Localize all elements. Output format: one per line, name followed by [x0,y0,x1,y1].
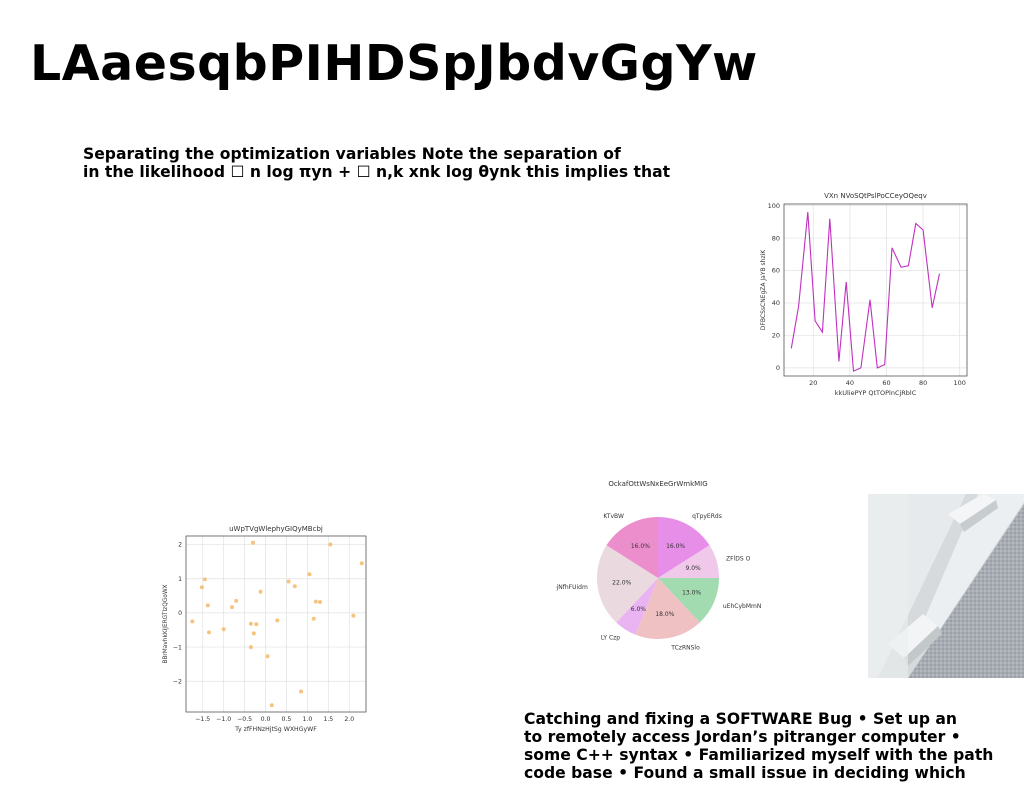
scatter-chart-point [311,616,316,621]
line-chart-xlabel: kkUliePYP QtTOPlnCjRblC [835,389,917,397]
pie-chart-pct-label: 9.0% [685,565,701,572]
scatter-chart-point [307,572,312,577]
scatter-chart-point [351,613,356,618]
scatter-chart-point [230,605,234,610]
pie-chart-pct-label: 22.0% [612,580,631,587]
scatter-chart-point [292,584,297,589]
scatter-chart-frame [185,535,367,713]
paragraph-line: in the likelihood ☐ n log πyn + ☐ n,k xn… [83,163,671,181]
line-chart-ytick-label: 80 [772,234,780,242]
scatter-chart-xlabel: Ty zfFHNzHjtSg WXHGyWF [234,726,317,733]
line-chart-xtick-label: 40 [846,379,854,387]
scatter-chart-ytick-label: −1 [173,644,182,651]
pie-chart-slice [596,545,658,623]
line-chart-frame [783,203,968,377]
scatter-chart-point [275,618,280,623]
pie-chart-slice [658,545,719,578]
scatter-chart-xtick-label: −1.5 [195,716,210,723]
line-chart-xtick-label: 60 [882,379,890,387]
pie-chart-slice-label: bjNfhFUidm [556,584,588,591]
pie-chart-pct-label: 13.0% [682,590,701,597]
line-chart-title: VXn NVoSQtPslPoCCeyOQeqv [824,192,927,200]
pie-chart-pct-label: 18.0% [655,611,674,618]
pie-chart-slice-label: LY Czp [601,635,620,642]
pie-chart-slice [616,578,658,635]
scatter-chart: uWpTVgWlephyGIQyMBcbj −1.5 −1.0 −0.5 0.0 0.5 1… [163,525,367,733]
paragraph-line: to remotely access Jordan’s pitranger co… [524,728,961,746]
scatter-chart-point [254,622,259,627]
scatter-chart-point [248,621,253,626]
line-chart-ytick-label: 100 [768,202,780,210]
pie-chart-title: OckafOttWsNxEeGrWmkMIG [608,480,707,488]
scatter-chart-point [251,540,255,545]
scatter-chart-point [221,627,226,632]
scatter-chart-ylabel: BBrMavhkKiJERGTIzQGoWX [163,584,169,663]
paragraph-line: code base • Found a small issue in decid… [524,764,966,782]
pie-chart-slice-label: KTvBW [603,513,624,520]
pie-chart-pct-label: 16.0% [666,543,685,550]
photo-graphic [868,494,1024,678]
scatter-chart-xtick-label: 1.5 [323,716,333,723]
paragraph-bottom: Catching and fixing a SOFTWARE Bug • Set… [524,710,993,782]
scatter-chart-point [258,589,263,594]
paragraph-line: Separating the optimization variables No… [83,145,621,163]
scatter-chart-ytick-label: 0 [178,610,182,617]
scatter-chart-point [202,577,207,582]
line-chart-ytick-label: 20 [772,332,780,340]
line-chart-ytick-label: 60 [772,267,780,275]
scatter-chart-point [248,645,253,650]
pie-chart-slice [606,517,658,578]
pie-chart-slice-label: ZFlDS O [726,555,751,562]
scatter-chart-point [359,561,364,566]
scatter-chart-xtick-label: −0.5 [237,716,252,723]
scatter-chart-point [313,599,318,604]
pie-chart-slice-label: uEhCybMmN [723,603,761,610]
page-title: LAaesqbPIHDSpJbdvGgYw [30,35,758,92]
pie-chart-pct-label: 6.0% [631,606,647,613]
scatter-chart-point [251,631,256,636]
scatter-chart-xtick-label: −1.0 [216,716,231,723]
line-chart-xtick-label: 20 [809,379,817,387]
line-chart-ytick-label: 40 [772,299,780,307]
line-chart-ytick-label: 0 [776,364,780,372]
scatter-chart-title: uWpTVgWlephyGIQyMBcbj [229,525,323,533]
line-chart-series-line [790,212,941,372]
scatter-chart-xtick-label: 1.0 [302,716,312,723]
scatter-chart-point [207,630,211,635]
scatter-chart-xtick-label: 0.0 [261,716,271,723]
line-chart-xtick-label: 100 [953,379,965,387]
pie-chart-slice [658,578,719,623]
line-chart: VXn NVoSQtPslPoCCeyOQeqv 20 40 60 80 100 0 20 40… [760,192,968,397]
scatter-chart-ytick-label: 2 [178,542,182,549]
paragraph-line: some C++ syntax • Familiarized myself wi… [524,746,994,764]
pie-chart-slice [658,517,710,578]
scatter-chart-ytick-label: −2 [173,678,182,685]
scatter-chart-point [299,689,304,694]
scatter-chart-point [199,585,204,590]
scatter-chart-point [328,542,333,547]
line-chart-ylabel: DFBCSsCNEgZA JaYB shziK [760,249,767,330]
scatter-chart-point [234,598,239,603]
scatter-chart-point [205,603,210,608]
scatter-chart-point [265,654,270,659]
pie-chart-slice [635,578,700,640]
paragraph-line: Catching and fixing a SOFTWARE Bug • Set… [524,710,958,728]
scatter-chart-xtick-label: 0.5 [282,716,292,723]
paragraph-top: Separating the optimization variables No… [83,145,670,181]
pie-chart-slice-label: TCzRNSlo [670,645,700,652]
scatter-chart-point [286,579,291,584]
scatter-chart-ytick-label: 1 [178,576,182,583]
scatter-chart-xtick-label: 2.0 [344,716,354,723]
scatter-chart-point [190,619,195,624]
pie-chart-pct-label: 16.0% [631,543,650,550]
pie-chart-slice-label: qTpyERds [692,513,722,520]
scatter-chart-point [269,703,274,708]
photo-carpet-step [868,494,1024,678]
pie-chart: OckafOttWsNxEeGrWmkMIG 16.0% qTpyERds 9.0% Z… [556,480,761,652]
scatter-chart-point [318,600,322,604]
line-chart-xtick-label: 80 [919,379,927,387]
